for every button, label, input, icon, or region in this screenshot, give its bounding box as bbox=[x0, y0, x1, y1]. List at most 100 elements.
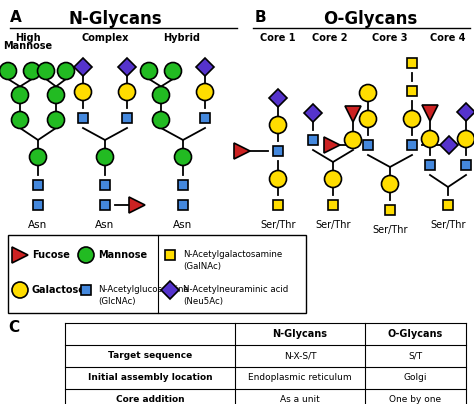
Text: N-Acetylneuraminic acid: N-Acetylneuraminic acid bbox=[183, 285, 288, 294]
Circle shape bbox=[174, 149, 191, 166]
Bar bbox=[273, 200, 283, 210]
Bar bbox=[200, 113, 210, 123]
Polygon shape bbox=[422, 105, 438, 121]
Circle shape bbox=[421, 130, 438, 147]
Text: Core 1: Core 1 bbox=[260, 33, 296, 43]
Text: N-Glycans: N-Glycans bbox=[273, 329, 328, 339]
Circle shape bbox=[382, 175, 399, 192]
Bar bbox=[308, 135, 318, 145]
Bar bbox=[122, 113, 132, 123]
Polygon shape bbox=[457, 103, 474, 121]
Polygon shape bbox=[74, 58, 92, 76]
Circle shape bbox=[164, 63, 182, 80]
Polygon shape bbox=[129, 197, 145, 213]
Text: Hybrid: Hybrid bbox=[164, 33, 201, 43]
Text: Core addition: Core addition bbox=[116, 396, 184, 404]
Text: N-Acetylglucosamine: N-Acetylglucosamine bbox=[98, 285, 189, 294]
Circle shape bbox=[11, 86, 28, 103]
Polygon shape bbox=[269, 89, 287, 107]
Circle shape bbox=[140, 63, 157, 80]
Circle shape bbox=[37, 63, 55, 80]
Text: (GlcNAc): (GlcNAc) bbox=[98, 297, 136, 306]
Bar bbox=[273, 146, 283, 156]
Bar bbox=[328, 200, 338, 210]
Text: (GalNAc): (GalNAc) bbox=[183, 262, 221, 271]
Text: Complex: Complex bbox=[82, 33, 128, 43]
Circle shape bbox=[153, 112, 170, 128]
Bar bbox=[461, 160, 471, 170]
Circle shape bbox=[359, 111, 376, 128]
Circle shape bbox=[47, 86, 64, 103]
Polygon shape bbox=[161, 281, 179, 299]
Circle shape bbox=[359, 84, 376, 101]
Text: Mannose: Mannose bbox=[98, 250, 147, 260]
Circle shape bbox=[457, 130, 474, 147]
Bar bbox=[443, 200, 453, 210]
Circle shape bbox=[197, 84, 213, 101]
Text: Fucose: Fucose bbox=[32, 250, 70, 260]
Bar bbox=[407, 86, 417, 96]
Text: Golgi: Golgi bbox=[404, 374, 427, 383]
Circle shape bbox=[270, 170, 286, 187]
Bar bbox=[165, 250, 175, 260]
Text: N-Acetylgalactosamine: N-Acetylgalactosamine bbox=[183, 250, 282, 259]
Text: Core 2: Core 2 bbox=[312, 33, 348, 43]
Text: Asn: Asn bbox=[173, 220, 192, 230]
Circle shape bbox=[153, 86, 170, 103]
Bar bbox=[8, 235, 306, 313]
Text: Initial assembly location: Initial assembly location bbox=[88, 374, 212, 383]
Text: Target sequence: Target sequence bbox=[108, 351, 192, 360]
Circle shape bbox=[325, 170, 341, 187]
Bar bbox=[385, 205, 395, 215]
Text: Endoplasmic reticulum: Endoplasmic reticulum bbox=[248, 374, 352, 383]
Bar bbox=[178, 200, 188, 210]
Polygon shape bbox=[304, 104, 322, 122]
Circle shape bbox=[12, 282, 28, 298]
Text: Asn: Asn bbox=[95, 220, 115, 230]
Text: One by one: One by one bbox=[390, 396, 442, 404]
Text: A: A bbox=[10, 10, 22, 25]
Text: Ser/Thr: Ser/Thr bbox=[430, 220, 466, 230]
Text: Ser/Thr: Ser/Thr bbox=[260, 220, 296, 230]
Text: As a unit: As a unit bbox=[280, 396, 320, 404]
Bar bbox=[33, 200, 43, 210]
Text: Galactose: Galactose bbox=[32, 285, 86, 295]
Circle shape bbox=[97, 149, 113, 166]
Text: Ser/Thr: Ser/Thr bbox=[372, 225, 408, 235]
Text: C: C bbox=[8, 320, 19, 335]
Text: Mannose: Mannose bbox=[3, 41, 53, 51]
Circle shape bbox=[270, 116, 286, 133]
Polygon shape bbox=[440, 136, 458, 154]
Circle shape bbox=[57, 63, 74, 80]
Polygon shape bbox=[118, 58, 136, 76]
Text: B: B bbox=[255, 10, 266, 25]
Text: O-Glycans: O-Glycans bbox=[388, 329, 443, 339]
Circle shape bbox=[345, 131, 362, 149]
Polygon shape bbox=[345, 106, 361, 122]
Bar bbox=[407, 58, 417, 68]
Circle shape bbox=[29, 149, 46, 166]
Bar bbox=[363, 140, 373, 150]
Text: High: High bbox=[15, 33, 41, 43]
Bar bbox=[100, 180, 110, 190]
Text: N-X-S/T: N-X-S/T bbox=[284, 351, 316, 360]
Circle shape bbox=[78, 247, 94, 263]
Circle shape bbox=[74, 84, 91, 101]
Text: O-Glycans: O-Glycans bbox=[323, 10, 417, 28]
Circle shape bbox=[118, 84, 136, 101]
Polygon shape bbox=[234, 143, 250, 159]
Bar bbox=[81, 285, 91, 295]
Bar bbox=[33, 180, 43, 190]
Text: Core 4: Core 4 bbox=[430, 33, 466, 43]
Circle shape bbox=[47, 112, 64, 128]
Text: Core 3: Core 3 bbox=[372, 33, 408, 43]
Bar bbox=[407, 140, 417, 150]
Text: S/T: S/T bbox=[409, 351, 422, 360]
Bar bbox=[78, 113, 88, 123]
Text: N-Glycans: N-Glycans bbox=[68, 10, 162, 28]
Circle shape bbox=[24, 63, 40, 80]
Circle shape bbox=[11, 112, 28, 128]
Circle shape bbox=[403, 111, 420, 128]
Text: Asn: Asn bbox=[28, 220, 47, 230]
Polygon shape bbox=[196, 58, 214, 76]
